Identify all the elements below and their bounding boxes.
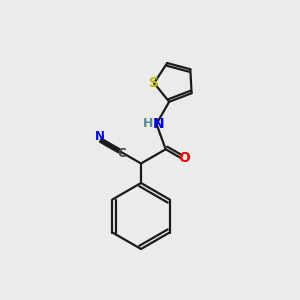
Text: O: O: [178, 151, 190, 165]
Text: S: S: [149, 76, 159, 90]
Text: H: H: [143, 117, 153, 130]
Text: N: N: [95, 130, 105, 143]
Text: N: N: [153, 117, 165, 131]
Text: C: C: [118, 147, 126, 160]
